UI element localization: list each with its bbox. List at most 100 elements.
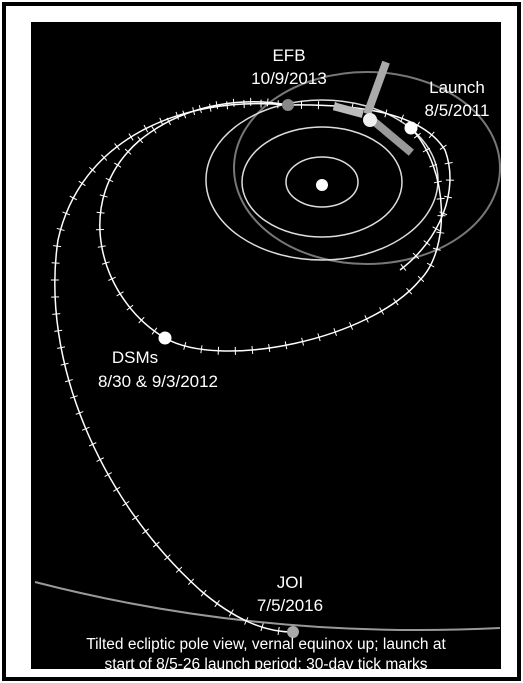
tick (122, 500, 130, 507)
tick (428, 131, 435, 139)
tick (126, 304, 134, 311)
tick (266, 98, 269, 107)
tick (400, 114, 404, 123)
tick (54, 329, 63, 332)
tick (433, 180, 442, 184)
tick (400, 263, 407, 271)
launch-marker (404, 121, 418, 135)
tick (113, 486, 121, 492)
tick (57, 346, 66, 349)
tick (444, 195, 453, 199)
tick (105, 177, 114, 183)
tick (166, 117, 171, 126)
tick (69, 195, 78, 201)
tick (151, 126, 157, 134)
tick (232, 98, 235, 107)
tick (439, 211, 448, 216)
tick (128, 133, 134, 141)
spacecraft-body (363, 113, 377, 127)
tick (301, 337, 305, 346)
joi-date: 7/5/2016 (257, 596, 323, 615)
tick (277, 626, 280, 635)
efb-label: EFB (272, 46, 305, 65)
tick (96, 211, 105, 214)
sun (316, 179, 328, 191)
joi-marker (287, 626, 299, 638)
tick (60, 362, 69, 366)
venus-orbit (241, 126, 403, 238)
tick (137, 136, 144, 144)
tick (99, 194, 108, 198)
tick (81, 426, 90, 431)
solar-panel (363, 60, 390, 116)
tick (417, 275, 425, 283)
tick (284, 341, 288, 350)
tick (423, 240, 431, 246)
tick (429, 163, 438, 168)
tick (75, 411, 84, 415)
spacecraft (332, 60, 414, 156)
tick (422, 147, 431, 153)
tick (96, 457, 104, 462)
tick (228, 609, 234, 617)
tick (200, 345, 203, 354)
dsm-marker (158, 331, 172, 345)
tick (406, 287, 413, 295)
tick (317, 333, 321, 342)
joi-label: JOI (277, 573, 303, 592)
tick (260, 623, 264, 632)
tick (131, 514, 140, 521)
tick (52, 313, 61, 315)
launch-label: Launch (429, 78, 485, 97)
tick (436, 197, 445, 200)
tick (124, 148, 132, 155)
launch-date: 8/5/2011 (425, 101, 490, 120)
tick (426, 262, 435, 268)
tick (413, 132, 421, 139)
tick (192, 107, 196, 116)
tick (116, 291, 124, 297)
tick (51, 262, 60, 264)
panel (31, 22, 501, 669)
tick (187, 578, 195, 585)
tick (226, 101, 229, 110)
tick (384, 109, 388, 118)
tick (215, 101, 219, 110)
tick (159, 117, 164, 126)
tick (114, 162, 122, 168)
tick (175, 111, 179, 120)
tick (432, 226, 440, 232)
tick (69, 395, 78, 399)
dsm-date: 8/30 & 9/3/2012 (98, 372, 218, 391)
tick (138, 316, 145, 324)
tick (151, 327, 158, 335)
efb-marker (282, 99, 294, 111)
tick (114, 143, 120, 151)
tick (62, 211, 71, 216)
orbits (34, 71, 501, 635)
tick (364, 315, 369, 323)
solar-panel (332, 102, 364, 118)
tick (251, 345, 254, 354)
tick (214, 600, 220, 608)
tick (379, 307, 385, 315)
tick (88, 442, 97, 447)
jupiter-orbit (34, 581, 501, 632)
tick (209, 103, 212, 112)
tick (183, 341, 187, 350)
efb-date: 10/9/2013 (251, 69, 327, 88)
tick (412, 252, 420, 260)
tick (200, 589, 207, 597)
tick (244, 617, 249, 625)
trajectory (99, 101, 451, 352)
tick (101, 261, 110, 265)
tick (152, 541, 160, 548)
tick (182, 110, 187, 119)
tick (164, 554, 171, 561)
tick (104, 472, 112, 477)
solar-panel (370, 117, 414, 156)
tick (393, 298, 399, 306)
tick (108, 276, 116, 281)
tick (89, 166, 96, 173)
